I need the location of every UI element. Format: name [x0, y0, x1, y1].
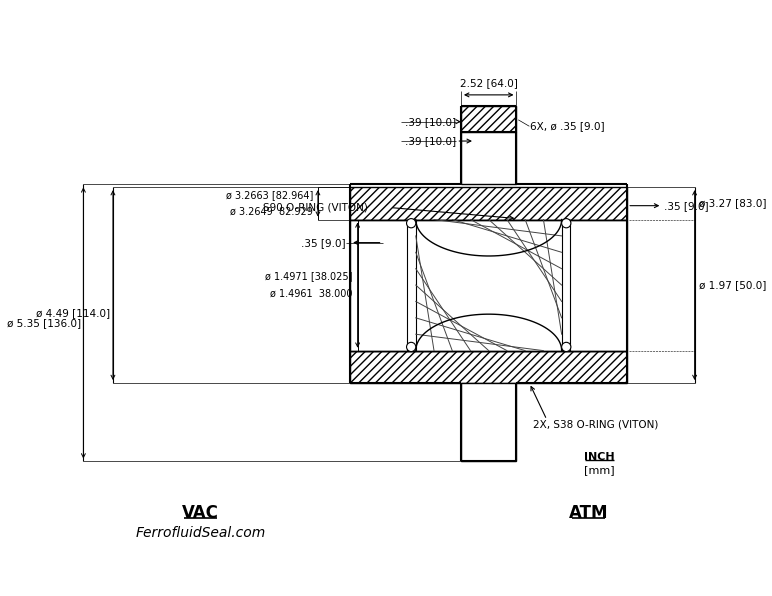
Text: 2.52 [64.0]: 2.52 [64.0]: [460, 79, 518, 88]
Text: ø 1.4971 [38.025]: ø 1.4971 [38.025]: [266, 271, 353, 281]
Bar: [350, 350, 627, 383]
Bar: [350, 219, 627, 350]
Text: ø 3.2649  82.929: ø 3.2649 82.929: [230, 207, 313, 217]
Circle shape: [562, 342, 571, 352]
Text: S90 O-RING (VITON): S90 O-RING (VITON): [263, 203, 368, 213]
Text: ø 1.4961  38.000: ø 1.4961 38.000: [270, 289, 353, 299]
Circle shape: [407, 342, 416, 352]
Text: ATM: ATM: [569, 504, 608, 522]
Text: .39 [10.0]: .39 [10.0]: [405, 117, 456, 127]
Text: .39 [10.0]: .39 [10.0]: [405, 136, 456, 146]
Text: ø 3.27 [83.0]: ø 3.27 [83.0]: [699, 198, 767, 209]
Bar: [461, 132, 516, 184]
Text: .35 [9.0]: .35 [9.0]: [664, 201, 709, 210]
Circle shape: [562, 219, 571, 228]
Text: ø 3.2663 [82.964]: ø 3.2663 [82.964]: [226, 190, 313, 200]
Bar: [562, 219, 570, 350]
Bar: [461, 383, 516, 461]
Text: ø 1.97 [50.0]: ø 1.97 [50.0]: [699, 280, 767, 290]
Text: FerrofluidSeal.com: FerrofluidSeal.com: [136, 526, 266, 539]
Bar: [350, 187, 627, 219]
Text: INCH: INCH: [584, 452, 615, 462]
Text: ø 5.35 [136.0]: ø 5.35 [136.0]: [6, 318, 80, 328]
Text: 6X, ø .35 [9.0]: 6X, ø .35 [9.0]: [530, 121, 605, 131]
Bar: [408, 219, 416, 350]
Circle shape: [407, 219, 416, 228]
Text: VAC: VAC: [182, 504, 219, 522]
Text: [mm]: [mm]: [584, 465, 615, 475]
Text: ø 4.49 [114.0]: ø 4.49 [114.0]: [36, 308, 110, 318]
Text: 2X, S38 O-RING (VITON): 2X, S38 O-RING (VITON): [533, 420, 659, 430]
Bar: [461, 106, 516, 132]
Text: .35 [9.0]: .35 [9.0]: [301, 238, 346, 247]
